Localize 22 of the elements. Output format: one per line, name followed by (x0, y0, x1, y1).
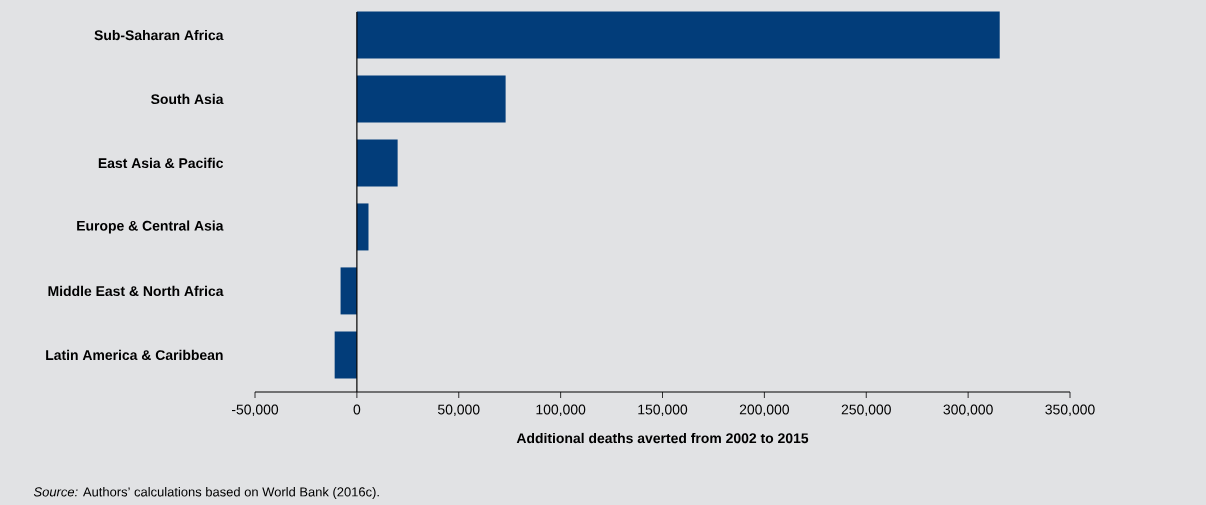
x-tick-label: 0 (353, 404, 361, 415)
x-tick-label: 350,000 (1045, 404, 1095, 417)
bar (340, 267, 357, 315)
text: Source: Authors’ calculations based on World Bank (2016c). (33, 486, 379, 500)
y-tick-label: East Asia & Pacific (98, 157, 224, 169)
x-tick-label: 300,000 (943, 404, 993, 417)
bar (356, 11, 1000, 59)
x-axis-title: Additional deaths averted from 2002 to 2015 (516, 432, 809, 444)
y-tick-label: Sub-Saharan Africa (94, 29, 224, 41)
y-tick-label: Latin America & Caribbean (46, 349, 223, 361)
y-tick-label: Europe & Central Asia (77, 220, 224, 234)
x-tick-label: 100,000 (536, 404, 586, 417)
y-tick-label: Middle East & North Africa (48, 285, 224, 297)
x-tick-label: 50,000 (437, 404, 480, 417)
y-tick-label: South Asia (151, 93, 224, 105)
x-tick-label: 250,000 (841, 404, 891, 417)
bar (356, 75, 506, 123)
x-tick-label: 200,000 (739, 404, 790, 417)
bar (334, 331, 357, 379)
x-tick-label: -50,000 (231, 404, 279, 417)
x-tick-label: 150,000 (638, 404, 688, 417)
bar (356, 139, 398, 187)
